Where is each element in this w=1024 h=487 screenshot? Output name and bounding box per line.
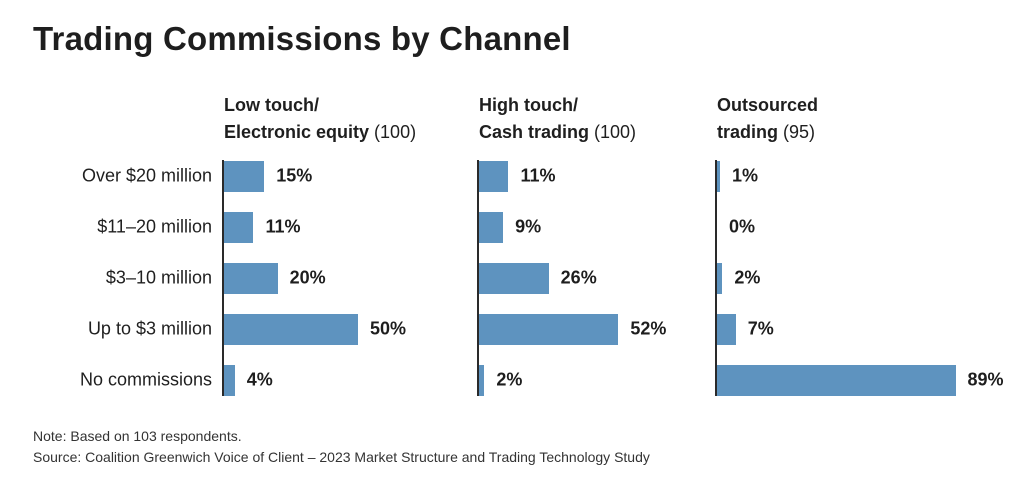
category-label: Up to $3 million <box>87 318 212 339</box>
bar <box>717 160 720 192</box>
bar <box>224 262 278 294</box>
data-label: 20% <box>289 267 326 288</box>
series-name-line2-wrap: Electronic equity (100) <box>224 119 416 146</box>
category-axis <box>715 160 717 396</box>
data-label: 11% <box>265 216 301 237</box>
data-label: 2% <box>734 267 761 288</box>
data-label: 4% <box>246 369 273 390</box>
series-name-line2-wrap: trading (95) <box>717 119 818 146</box>
series-name-line1: High touch/ <box>479 95 578 115</box>
data-label: 52% <box>630 318 667 339</box>
series-header: Outsourced trading (95) <box>717 92 818 146</box>
series-name-line1: Outsourced <box>717 95 819 115</box>
category-label: $3–10 million <box>105 267 212 288</box>
bar <box>479 160 509 192</box>
series-name-line2-wrap: Cash trading (100) <box>479 119 636 146</box>
bar <box>224 364 235 396</box>
series-name-line1: Low touch/ <box>224 95 319 115</box>
data-label: 2% <box>496 369 523 390</box>
data-label: 50% <box>370 318 407 339</box>
series-name-line2: Electronic equity <box>224 122 370 142</box>
data-label: 0% <box>729 216 756 237</box>
bar <box>479 262 549 294</box>
data-label: 15% <box>276 165 313 186</box>
bar <box>717 313 736 345</box>
chart-title: Trading Commissions by Channel <box>33 20 571 57</box>
bar <box>717 364 956 396</box>
data-label: 9% <box>515 216 542 237</box>
data-label: 26% <box>560 267 597 288</box>
bar <box>479 313 619 345</box>
category-axis <box>477 160 479 396</box>
data-label: 7% <box>747 318 774 339</box>
bar <box>717 262 723 294</box>
chart-source: Source: Coalition Greenwich Voice of Cli… <box>33 449 650 465</box>
bar <box>479 364 485 396</box>
bar <box>224 211 254 243</box>
category-axis <box>222 160 224 396</box>
category-label: No commissions <box>79 369 212 390</box>
series-name-line2: Cash trading <box>479 122 590 142</box>
series-sample-size: (100) <box>589 122 637 142</box>
data-label: 89% <box>967 369 1004 390</box>
series-sample-size: (95) <box>778 122 816 142</box>
data-label: 1% <box>732 165 759 186</box>
category-label: $11–20 million <box>97 216 212 237</box>
series-name-line2: trading <box>717 122 778 142</box>
bar <box>224 313 358 345</box>
chart-note: Note: Based on 103 respondents. <box>33 428 242 444</box>
bar <box>224 160 265 192</box>
series-header: Low touch/Electronic equity (100) <box>224 92 416 146</box>
data-label: 11% <box>520 165 556 186</box>
category-label: Over $20 million <box>81 165 212 186</box>
bar <box>479 211 504 243</box>
series-sample-size: (100) <box>369 122 417 142</box>
series-header: High touch/Cash trading (100) <box>479 92 636 146</box>
